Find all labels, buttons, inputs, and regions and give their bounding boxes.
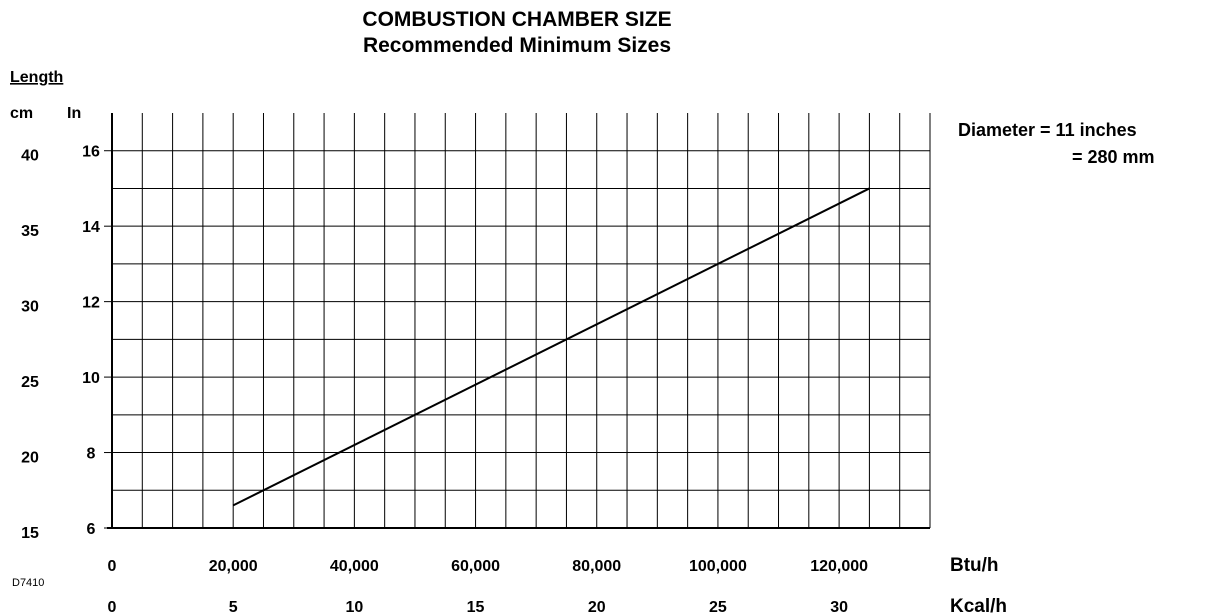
- y-tick-label-cm: 20: [21, 450, 39, 467]
- chart-subtitle: Recommended Minimum Sizes: [363, 34, 671, 57]
- y-tick-label-in: 6: [87, 521, 96, 538]
- series-line: [232, 187, 870, 507]
- x-tick-label-kcal: 20: [588, 599, 606, 615]
- x-tick-label-kcal: 0: [108, 599, 117, 615]
- x-tick-label-btu: 100,000: [689, 558, 747, 575]
- x-tick-label-btu: 40,000: [330, 558, 379, 575]
- y-tick-label-in: 16: [82, 144, 100, 161]
- x-tick-label-kcal: 25: [709, 599, 727, 615]
- x-unit-kcal: Kcal/h: [950, 596, 1007, 615]
- diameter-note-line1: Diameter = 11 inches: [958, 120, 1137, 140]
- x-tick-labels: 0 0 20,000 5 40,000 10 60,000 15 80,000 20 100,000…: [108, 558, 869, 615]
- y-tick-label-cm: 40: [21, 148, 39, 165]
- x-tick-label-btu: 120,000: [810, 558, 868, 575]
- diameter-note-line2: = 280 mm: [1072, 147, 1155, 167]
- y-tick-label-cm: 30: [21, 299, 39, 316]
- y-tick-label-cm: 25: [21, 374, 39, 391]
- figure-code: D7410: [12, 577, 44, 589]
- series-layer: [232, 187, 870, 507]
- y-unit-in: In: [67, 105, 81, 122]
- y-tick-label-cm: 15: [21, 525, 39, 542]
- x-tick-label-kcal: 15: [467, 599, 485, 615]
- y-unit-cm: cm: [10, 105, 33, 122]
- x-tick-label-btu: 80,000: [572, 558, 621, 575]
- chart-grid: [107, 113, 931, 529]
- y-tick-label-cm: 35: [21, 223, 39, 240]
- y-axis-label: Length: [10, 69, 63, 86]
- x-tick-label-kcal: 30: [830, 599, 848, 615]
- x-tick-label-kcal: 5: [229, 599, 238, 615]
- x-tick-label-btu: 60,000: [451, 558, 500, 575]
- chart-title: COMBUSTION CHAMBER SIZE: [362, 8, 671, 31]
- x-unit-btu: Btu/h: [950, 555, 999, 576]
- y-tick-label-in: 8: [87, 446, 96, 463]
- x-tick-label-btu: 20,000: [209, 558, 258, 575]
- y-tick-label-in: 12: [82, 295, 100, 312]
- x-tick-label-kcal: 10: [345, 599, 363, 615]
- y-tick-label-in: 14: [82, 219, 100, 236]
- y-tick-labels: 16 40 14 35 12 30 10 25 8 20 6 15: [21, 144, 112, 542]
- x-tick-label-btu: 0: [108, 558, 117, 575]
- y-tick-label-in: 10: [82, 370, 100, 387]
